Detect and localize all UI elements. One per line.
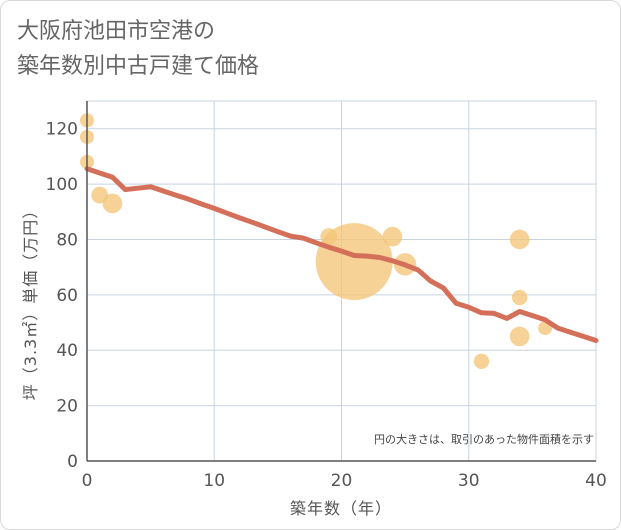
trend-line (84, 166, 599, 343)
y-tick-label: 120 (46, 120, 78, 140)
x-tick-label: 0 (82, 471, 93, 491)
data-bubble (382, 226, 403, 247)
data-bubble (511, 289, 528, 306)
y-axis-title: 坪（3.3㎡）単価（万円） (21, 202, 40, 400)
x-tick-label: 10 (203, 471, 225, 491)
data-bubble (315, 223, 393, 301)
y-tick-label: 80 (56, 230, 78, 250)
trend-series (84, 166, 599, 343)
x-tick-label: 20 (331, 471, 353, 491)
y-tick-label: 40 (56, 341, 78, 361)
x-axis-title: 築年数（年） (290, 499, 392, 518)
y-tick-label: 20 (56, 397, 78, 417)
chart-title: 大阪府池田市空港の 築年数別中古戸建て価格 (17, 14, 259, 84)
axes: 0 10 20 30 40 0 20 40 60 80 100 120 (46, 101, 607, 491)
data-bubble (102, 193, 123, 214)
data-bubble (509, 229, 530, 250)
y-tick-label: 0 (67, 452, 78, 472)
x-tick-label: 40 (585, 471, 607, 491)
chart-title-line-1: 大阪府池田市空港の (17, 19, 216, 44)
chart-title-line-2: 築年数別中古戸建て価格 (17, 54, 260, 79)
y-tick-label: 100 (46, 175, 78, 195)
y-tick-label: 60 (56, 286, 78, 306)
bubble-size-note: 円の大きさは、取引のあった物件面積を示す (374, 432, 594, 446)
bubble-series (80, 113, 553, 370)
x-tick-label: 30 (458, 471, 480, 491)
data-bubble (473, 353, 490, 370)
data-bubble (509, 326, 530, 347)
